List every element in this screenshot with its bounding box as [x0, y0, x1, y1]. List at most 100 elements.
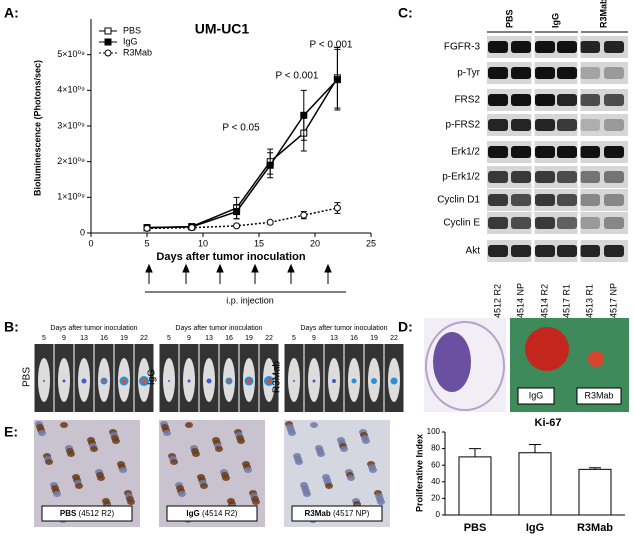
tumor-label: R3Mab	[584, 390, 613, 400]
y-tick-label: 2×10⁰⁹	[57, 156, 85, 166]
nucleus	[90, 446, 98, 452]
blot-row-label: FGFR-3	[444, 42, 481, 53]
signal	[332, 379, 336, 383]
blot-band	[488, 171, 508, 183]
blot-band	[604, 245, 624, 257]
nucleus	[252, 499, 260, 505]
signal	[312, 379, 316, 383]
blot-band	[511, 194, 531, 206]
marker	[143, 224, 151, 232]
nucleus	[288, 430, 296, 436]
blot-band	[488, 146, 508, 158]
lane-gap	[577, 30, 581, 265]
nucleus	[53, 491, 61, 497]
signal-core	[102, 379, 106, 383]
injection-label: i.p. injection	[226, 295, 274, 305]
imaging-day: 22	[265, 335, 273, 342]
blot-band	[535, 67, 555, 79]
y-tick-label: 60	[431, 460, 440, 469]
blot-band	[604, 41, 624, 53]
signal-core	[246, 378, 252, 384]
signal-core	[121, 378, 127, 384]
nucleus	[317, 451, 325, 457]
nucleus	[369, 467, 377, 473]
legend-label: PBS	[123, 25, 141, 35]
marker	[188, 224, 196, 232]
blot-band	[488, 119, 508, 131]
imaging-day: 19	[245, 335, 253, 342]
nucleus	[237, 438, 245, 444]
tumor-label: IgG	[529, 390, 544, 400]
injection-arrow	[324, 263, 332, 284]
nucleus	[295, 459, 303, 465]
signal	[351, 378, 357, 384]
lane-label: 4512 R2	[492, 284, 502, 318]
nucleus	[340, 446, 348, 452]
blot-band	[604, 119, 624, 131]
blot-band	[488, 194, 508, 206]
blot-band	[604, 67, 624, 79]
blot-band	[488, 94, 508, 106]
nucleus	[67, 451, 75, 457]
tumor-section	[433, 332, 471, 392]
error-bar	[529, 443, 541, 453]
injection-arrow	[287, 263, 295, 284]
blot-band	[580, 245, 600, 257]
nucleus	[178, 491, 186, 497]
tumor	[525, 327, 569, 371]
ihc-label: R3Mab (4517 NP)	[305, 509, 370, 518]
nucleus	[185, 422, 193, 428]
signal	[206, 378, 212, 384]
blot-band	[535, 41, 555, 53]
imaging-day: 19	[370, 335, 378, 342]
blot-band	[557, 41, 577, 53]
ihc-label-sample: (4512 R2)	[79, 509, 115, 518]
injection-arrow	[145, 263, 153, 284]
y-axis-label: Proliferative Index	[414, 434, 424, 512]
ihc-label-name: R3Mab	[305, 509, 331, 518]
ihc-label: IgG (4514 R2)	[186, 509, 237, 518]
y-tick-label: 0	[80, 227, 85, 237]
nucleus	[119, 467, 127, 473]
blot-band	[511, 217, 531, 229]
blot-row-label: p-Tyr	[457, 68, 480, 79]
y-tick-label: 100	[427, 427, 441, 436]
y-tick-label: 80	[431, 444, 440, 453]
blot-band	[488, 245, 508, 257]
marker	[266, 161, 274, 169]
lane-gap	[531, 30, 535, 265]
ihc-label-box	[41, 505, 133, 522]
imaging-day: 13	[205, 335, 213, 342]
blot-band	[604, 94, 624, 106]
blot-row-label: Erk1/2	[451, 147, 480, 158]
error-bar	[469, 448, 481, 457]
imaging-day: 19	[120, 335, 128, 342]
blot-row-label: p-FRS2	[446, 120, 481, 131]
tumor	[588, 351, 604, 367]
nucleus	[163, 430, 171, 436]
blot-band	[557, 194, 577, 206]
nucleus	[200, 483, 208, 489]
blot-band	[535, 194, 555, 206]
imaging-day: 16	[225, 335, 233, 342]
blot-band	[511, 171, 531, 183]
panel-label: B:	[4, 319, 19, 335]
tumor-label-box	[517, 387, 555, 405]
blot-band	[580, 171, 600, 183]
signal	[81, 378, 87, 384]
imaging-header: Days after tumor inoculation	[300, 325, 387, 332]
injection-arrow	[251, 263, 259, 284]
lane-label: 4514 NP	[515, 283, 525, 318]
tumor-label-box	[576, 387, 622, 405]
x-tick-label: IgG	[526, 522, 544, 534]
y-tick-label: 20	[431, 494, 440, 503]
blot-band	[557, 171, 577, 183]
signal	[390, 377, 398, 385]
imaging-group-label: R3Mab	[272, 360, 283, 393]
ihc-label-sample: (4517 NP)	[333, 509, 370, 518]
blot-band	[557, 67, 577, 79]
blot-band	[535, 94, 555, 106]
bar	[518, 452, 552, 516]
imaging-day: 5	[167, 335, 171, 342]
x-tick-label: 0	[88, 238, 93, 248]
